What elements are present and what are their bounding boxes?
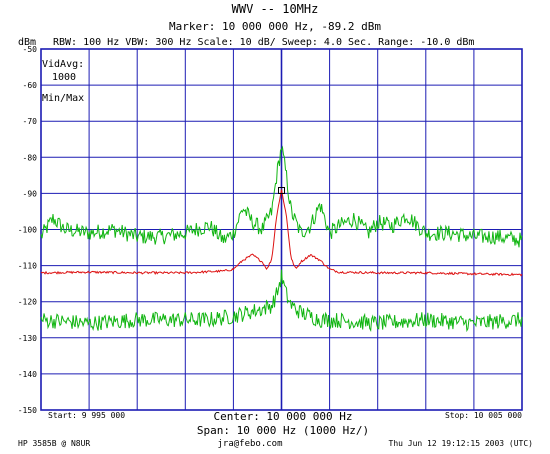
trace-layer bbox=[40, 145, 523, 333]
instrument-settings: RBW: 100 Hz VBW: 300 Hz Scale: 10 dB/ Sw… bbox=[53, 37, 474, 48]
trace-max bbox=[40, 145, 523, 248]
contact-email: jra@febo.com bbox=[217, 439, 282, 449]
vid-avg-value: 1000 bbox=[52, 72, 76, 83]
y-tick-label: -100 bbox=[18, 226, 37, 235]
vid-avg-label: VidAvg: bbox=[42, 59, 84, 70]
y-tick-labels: -50 -60 -70 -80 -90 -100 -110 -120 -130 -140 -150 bbox=[18, 45, 37, 415]
y-tick-label: -110 bbox=[18, 262, 37, 271]
marker-readout: Marker: 10 000 000 Hz, -89.2 dBm bbox=[169, 20, 381, 33]
frequency-span: Span: 10 000 Hz (1000 Hz/) bbox=[197, 424, 369, 437]
trace-avg bbox=[40, 189, 523, 277]
marker-box bbox=[278, 187, 285, 195]
y-axis-unit: dBm bbox=[18, 37, 36, 48]
capture-timestamp: Thu Jun 12 19:12:15 2003 (UTC) bbox=[389, 439, 534, 448]
instrument-id: HP 3585B @ N8UR bbox=[18, 439, 90, 448]
stop-frequency: Stop: 10 005 000 bbox=[445, 411, 522, 420]
plot-grid bbox=[40, 48, 523, 411]
y-tick-label: -140 bbox=[18, 370, 37, 379]
y-tick-label: -60 bbox=[23, 81, 38, 90]
chart-title: WWV -- 10MHz bbox=[232, 2, 319, 16]
marker-layer bbox=[278, 187, 285, 195]
trace-mode-label: Min/Max bbox=[42, 93, 84, 104]
trace-min bbox=[40, 269, 523, 333]
y-tick-label: -150 bbox=[18, 406, 37, 415]
y-tick-label: -90 bbox=[23, 189, 38, 198]
y-tick-label: -50 bbox=[23, 45, 38, 54]
y-tick-label: -70 bbox=[23, 117, 38, 126]
plot-frame bbox=[40, 48, 523, 411]
y-tick-label: -120 bbox=[18, 298, 37, 307]
y-tick-label: -80 bbox=[23, 153, 38, 162]
y-tick-label: -130 bbox=[18, 334, 37, 343]
center-frequency: Center: 10 000 000 Hz bbox=[213, 410, 352, 423]
start-frequency: Start: 9 995 000 bbox=[48, 411, 125, 420]
